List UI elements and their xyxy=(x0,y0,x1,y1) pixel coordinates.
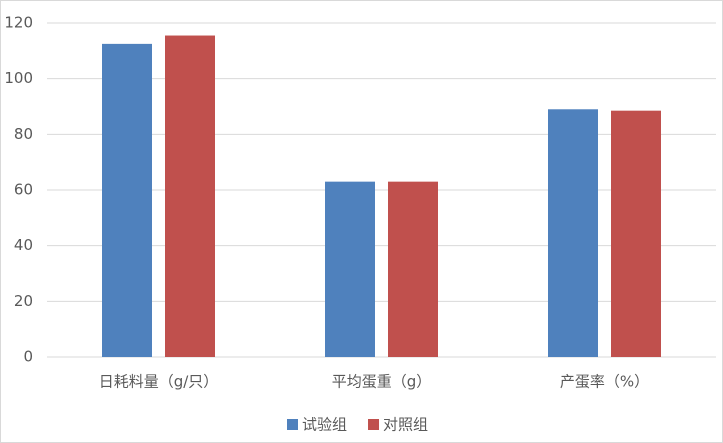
legend-swatch xyxy=(287,419,298,430)
y-tick-label: 40 xyxy=(14,236,33,254)
y-tick-label: 60 xyxy=(14,181,33,199)
x-tick-label: 日耗料量（g/只） xyxy=(99,373,219,391)
legend-label: 对照组 xyxy=(383,416,428,434)
y-tick-label: 80 xyxy=(14,125,33,143)
legend-swatch xyxy=(368,419,380,430)
bar xyxy=(388,181,438,357)
legend-label: 试验组 xyxy=(302,416,347,434)
bar xyxy=(611,110,661,357)
y-tick-label: 20 xyxy=(14,292,33,310)
y-tick-label: 100 xyxy=(4,69,33,87)
bar xyxy=(325,181,375,357)
y-tick-label: 0 xyxy=(23,348,33,366)
bar xyxy=(102,43,152,357)
y-tick-label: 120 xyxy=(4,14,33,32)
x-tick-label: 平均蛋重（g） xyxy=(332,373,432,391)
x-tick-label: 产蛋率（%） xyxy=(560,373,649,391)
bar xyxy=(165,35,215,358)
bar xyxy=(548,109,598,358)
